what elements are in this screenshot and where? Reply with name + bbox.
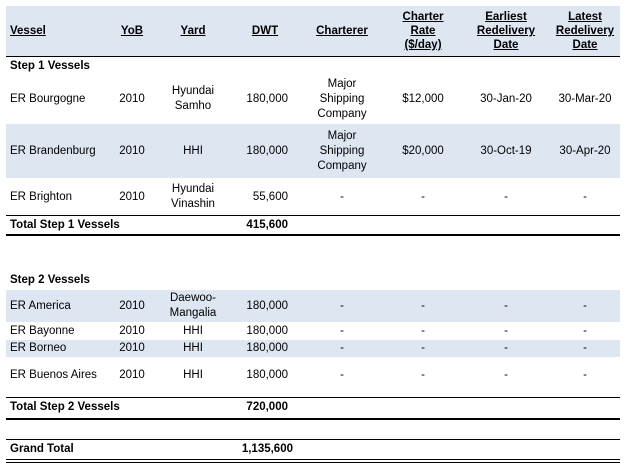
yob: 2010: [119, 299, 145, 312]
earliest-redelivery: -: [504, 368, 508, 381]
charter-rate: -: [421, 299, 425, 312]
charterer: -: [340, 324, 344, 337]
earliest-redelivery: 30-Oct-19: [480, 144, 532, 157]
latest-redelivery: -: [583, 190, 587, 203]
charterer: -: [340, 342, 344, 354]
total-step1-top-rule: [6, 215, 620, 216]
total-step2-top-rule: [6, 397, 620, 398]
total-step2-bottom-rule: [6, 418, 620, 420]
yob: 2010: [119, 190, 145, 203]
charter-rate: -: [421, 342, 425, 354]
total-label: Total Step 2 Vessels: [10, 401, 120, 413]
dwt: 180,000: [246, 368, 288, 381]
grand-total-top-rule: [6, 439, 620, 440]
charter-rate: $12,000: [402, 92, 444, 105]
header-charterer: Charterer: [316, 25, 368, 37]
vessel-name: ER Bourgogne: [10, 92, 86, 105]
earliest-redelivery: -: [504, 342, 508, 354]
vessel-name: ER America: [10, 299, 71, 312]
vessel-name: ER Brighton: [10, 190, 73, 203]
vessel-name: ER Bayonne: [10, 324, 75, 337]
latest-redelivery: -: [583, 324, 587, 337]
grand-total-label: Grand Total: [10, 443, 74, 455]
latest-redelivery: -: [583, 299, 587, 312]
header-latest-redelivery: Latest Redelivery Date: [555, 11, 615, 51]
latest-redelivery: 30-Mar-20: [558, 92, 612, 105]
header-band: [6, 6, 620, 56]
charter-rate: -: [421, 190, 425, 203]
charterer: -: [340, 190, 344, 203]
row-band: [6, 124, 620, 178]
dwt: 180,000: [246, 299, 288, 312]
header-dwt: DWT: [251, 25, 279, 37]
yard: Hyundai Vinashin: [171, 183, 215, 210]
header-yard: Yard: [180, 25, 206, 37]
dwt: 180,000: [246, 324, 288, 337]
charter-rate: $20,000: [402, 144, 444, 157]
grand-total-dwt: 1,135,600: [241, 443, 293, 455]
row-band: [6, 290, 620, 322]
vessel-name: ER Borneo: [10, 342, 67, 354]
yard: HHI: [183, 324, 203, 337]
header-earliest-redelivery: Earliest Redelivery Date: [476, 11, 536, 51]
dwt: 180,000: [246, 92, 288, 105]
earliest-redelivery: -: [504, 299, 508, 312]
header-charter-rate: Charter Rate ($/day): [402, 11, 444, 51]
latest-redelivery: -: [583, 342, 587, 354]
earliest-redelivery: -: [504, 190, 508, 203]
charterer: Major Shipping Company: [317, 77, 367, 120]
yard: HHI: [183, 144, 203, 157]
yob: 2010: [119, 368, 145, 381]
grand-total-bottom-rule-2: [6, 462, 620, 463]
header-rule: [6, 56, 620, 57]
yob: 2010: [119, 144, 145, 157]
charter-rate: -: [421, 324, 425, 337]
yob: 2010: [119, 324, 145, 337]
yob: 2010: [119, 92, 145, 105]
dwt: 55,600: [252, 190, 288, 203]
latest-redelivery: -: [583, 368, 587, 381]
section-title-step2: Step 2 Vessels: [10, 273, 90, 286]
total-dwt: 720,000: [246, 401, 288, 413]
charterer: -: [340, 299, 344, 312]
dwt: 180,000: [246, 342, 288, 354]
yob: 2010: [119, 342, 145, 354]
earliest-redelivery: -: [504, 324, 508, 337]
yard: HHI: [183, 368, 203, 381]
charter-rate: -: [421, 368, 425, 381]
total-step1-bottom-rule: [6, 234, 620, 236]
yard: HHI: [183, 342, 203, 354]
total-label: Total Step 1 Vessels: [10, 218, 120, 231]
header-yob: YoB: [120, 25, 144, 37]
charterer: -: [340, 368, 344, 381]
grand-total-bottom-rule-1: [6, 459, 620, 460]
vessel-name: ER Brandenburg: [10, 144, 96, 157]
charterer: Major Shipping Company: [317, 129, 367, 172]
yard: Hyundai Samho: [171, 85, 215, 112]
section-title-step1: Step 1 Vessels: [10, 59, 90, 72]
earliest-redelivery: 30-Jan-20: [480, 92, 532, 105]
dwt: 180,000: [246, 144, 288, 157]
total-dwt: 415,600: [246, 218, 288, 231]
latest-redelivery: 30-Apr-20: [559, 144, 611, 157]
header-vessel: Vessel: [10, 25, 46, 37]
yard: Daewoo- Mangalia: [169, 292, 217, 319]
vessel-name: ER Buenos Aires: [10, 368, 97, 381]
row-band: [6, 340, 620, 357]
